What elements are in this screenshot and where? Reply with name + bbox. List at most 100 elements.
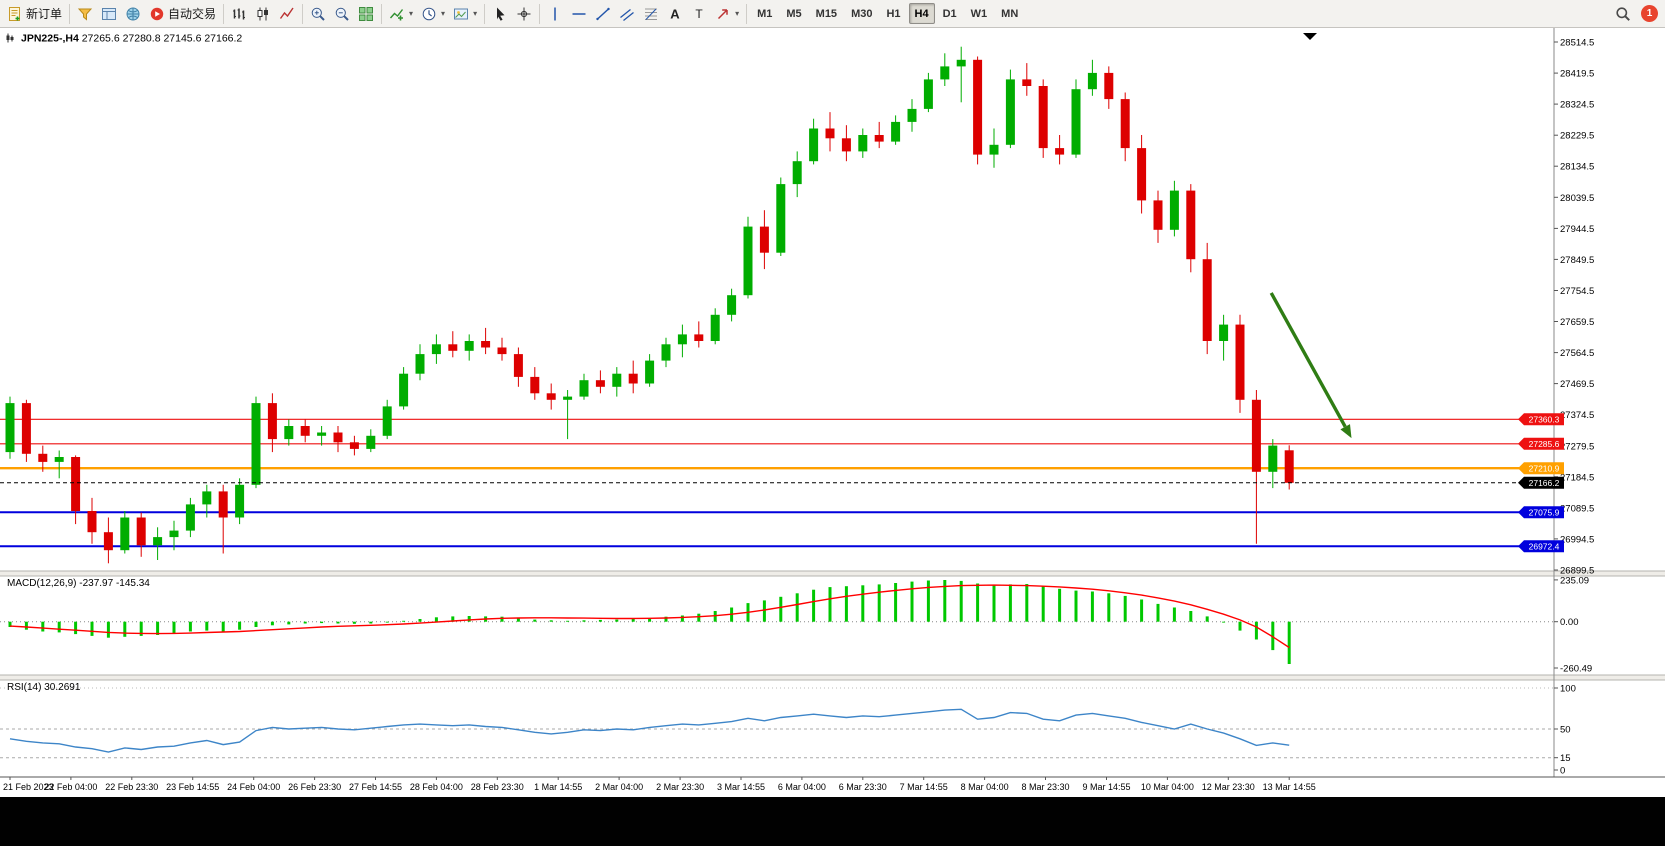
- market-watch-button[interactable]: [73, 2, 97, 25]
- line-chart-button[interactable]: [275, 2, 299, 25]
- text-icon: A: [670, 6, 680, 21]
- svg-text:15: 15: [1560, 753, 1571, 764]
- horizontal-line-button[interactable]: [567, 2, 591, 25]
- bottom-bar: [0, 797, 1665, 846]
- svg-text:27279.5: 27279.5: [1560, 441, 1594, 452]
- svg-text:T: T: [695, 7, 703, 21]
- toolbar-separator: [484, 3, 486, 24]
- svg-text:26899.5: 26899.5: [1560, 566, 1594, 577]
- svg-text:27374.5: 27374.5: [1560, 410, 1594, 421]
- bar-chart-button[interactable]: [227, 2, 251, 25]
- svg-text:2 Mar 04:00: 2 Mar 04:00: [595, 782, 643, 792]
- svg-text:28419.5: 28419.5: [1560, 69, 1594, 80]
- svg-text:27469.5: 27469.5: [1560, 379, 1594, 390]
- toolbar-separator: [302, 3, 304, 24]
- chart-title: JPN225-,H4 27265.6 27280.8 27145.6 27166…: [21, 33, 242, 45]
- candlestick-chart-button[interactable]: [251, 2, 275, 25]
- text-label-button[interactable]: T: [687, 2, 711, 25]
- svg-text:50: 50: [1560, 725, 1571, 736]
- periods-button[interactable]: ▾: [417, 2, 449, 25]
- trendline-icon: [596, 7, 610, 20]
- timeframe-h1-button[interactable]: H1: [886, 7, 901, 20]
- price-axis[interactable]: 28514.5 28419.5 28324.5 28229.5 28134.5 28039…: [1553, 28, 1594, 777]
- toolbar-separator: [69, 3, 71, 24]
- svg-text:22 Feb 23:30: 22 Feb 23:30: [105, 782, 158, 792]
- cursor-icon: [497, 7, 505, 21]
- timeframe-m15-button[interactable]: M15: [815, 7, 838, 20]
- templates-button[interactable]: ▾: [449, 2, 481, 25]
- svg-text:27184.5: 27184.5: [1560, 472, 1594, 483]
- timeframe-h4-button[interactable]: H4: [908, 3, 935, 24]
- data-window-button[interactable]: [97, 2, 121, 25]
- crosshair-button[interactable]: [512, 2, 536, 25]
- cursor-button[interactable]: [488, 2, 512, 25]
- svg-text:28134.5: 28134.5: [1560, 162, 1594, 173]
- svg-text:26994.5: 26994.5: [1560, 534, 1594, 545]
- zoom-out-icon: [335, 7, 349, 21]
- notification-badge[interactable]: 1: [1641, 5, 1658, 22]
- svg-text:7 Mar 14:55: 7 Mar 14:55: [900, 782, 948, 792]
- crosshair-icon: [517, 7, 531, 20]
- timeframe-d1-button[interactable]: D1: [942, 7, 957, 20]
- svg-text:27166.2: 27166.2: [1529, 478, 1560, 488]
- price-tag: 26972.4: [1518, 540, 1564, 553]
- equidistant-channel-button[interactable]: [615, 2, 639, 25]
- chart-symbol-icon: [6, 33, 14, 43]
- svg-text:28514.5: 28514.5: [1560, 38, 1594, 49]
- auto-trading-button[interactable]: 自动交易: [145, 2, 220, 25]
- template-icon: [454, 8, 469, 19]
- svg-text:28229.5: 28229.5: [1560, 131, 1594, 142]
- macd-label: MACD(12,26,9) -237.97 -145.34: [7, 578, 150, 589]
- svg-text:A: A: [670, 6, 680, 21]
- svg-text:24 Feb 04:00: 24 Feb 04:00: [227, 782, 280, 792]
- fibonacci-button[interactable]: [639, 2, 663, 25]
- timeframe-m5-button[interactable]: M5: [786, 7, 802, 20]
- toolbar-separator: [223, 3, 225, 24]
- zoom-in-button[interactable]: [306, 2, 330, 25]
- tile-windows-button[interactable]: [354, 2, 378, 25]
- svg-text:235.09: 235.09: [1560, 575, 1589, 586]
- toolbar-separator: [746, 3, 748, 24]
- chart-canvas[interactable]: JPN225-,H4 27265.6 27280.8 27145.6 27166…: [0, 28, 1665, 797]
- candles-icon: [257, 7, 269, 20]
- chart-window[interactable]: JPN225-,H4 27265.6 27280.8 27145.6 27166…: [0, 28, 1665, 797]
- data-window-icon: [102, 7, 117, 20]
- rsi-pane: RSI(14) 30.2691: [0, 682, 1554, 759]
- timeframe-mn-button[interactable]: MN: [1001, 7, 1019, 20]
- svg-text:-260.49: -260.49: [1560, 664, 1592, 675]
- svg-text:0: 0: [1560, 766, 1565, 777]
- search-button[interactable]: [1611, 2, 1635, 25]
- svg-text:27075.9: 27075.9: [1529, 508, 1560, 518]
- trendline-button[interactable]: [591, 2, 615, 25]
- clock-icon: [422, 7, 436, 20]
- svg-text:28 Feb 23:30: 28 Feb 23:30: [471, 782, 524, 792]
- new-order-button[interactable]: 新订单: [3, 2, 66, 25]
- svg-text:3 Mar 14:55: 3 Mar 14:55: [717, 782, 765, 792]
- arrows-button[interactable]: ▾: [711, 2, 743, 25]
- price-tag: 27285.6: [1518, 437, 1564, 450]
- price-tag: 27360.3: [1518, 413, 1564, 426]
- zoom-out-button[interactable]: [330, 2, 354, 25]
- svg-text:27564.5: 27564.5: [1560, 348, 1594, 359]
- navigator-button[interactable]: [121, 2, 145, 25]
- chart-shift-marker[interactable]: [1303, 33, 1317, 40]
- timeframe-w1-button[interactable]: W1: [970, 7, 988, 20]
- svg-text:27659.5: 27659.5: [1560, 317, 1594, 328]
- indicators-button[interactable]: ▾: [385, 2, 417, 25]
- dropdown-caret-icon: ▾: [473, 9, 478, 18]
- price-tag: 27075.9: [1518, 506, 1564, 519]
- channel-icon: [620, 8, 634, 21]
- arrows-icon: [718, 8, 728, 19]
- timeframe-m1-button[interactable]: M1: [757, 7, 773, 20]
- svg-text:1 Mar 14:55: 1 Mar 14:55: [534, 782, 582, 792]
- svg-text:2 Mar 23:30: 2 Mar 23:30: [656, 782, 704, 792]
- vline-icon: [554, 7, 556, 20]
- text-button[interactable]: A: [663, 2, 687, 25]
- hline-icon: [572, 12, 586, 15]
- timeframe-m30-button[interactable]: M30: [851, 7, 873, 20]
- trend-arrow[interactable]: [1269, 292, 1352, 439]
- vertical-line-button[interactable]: [543, 2, 567, 25]
- toolbar-separator: [539, 3, 541, 24]
